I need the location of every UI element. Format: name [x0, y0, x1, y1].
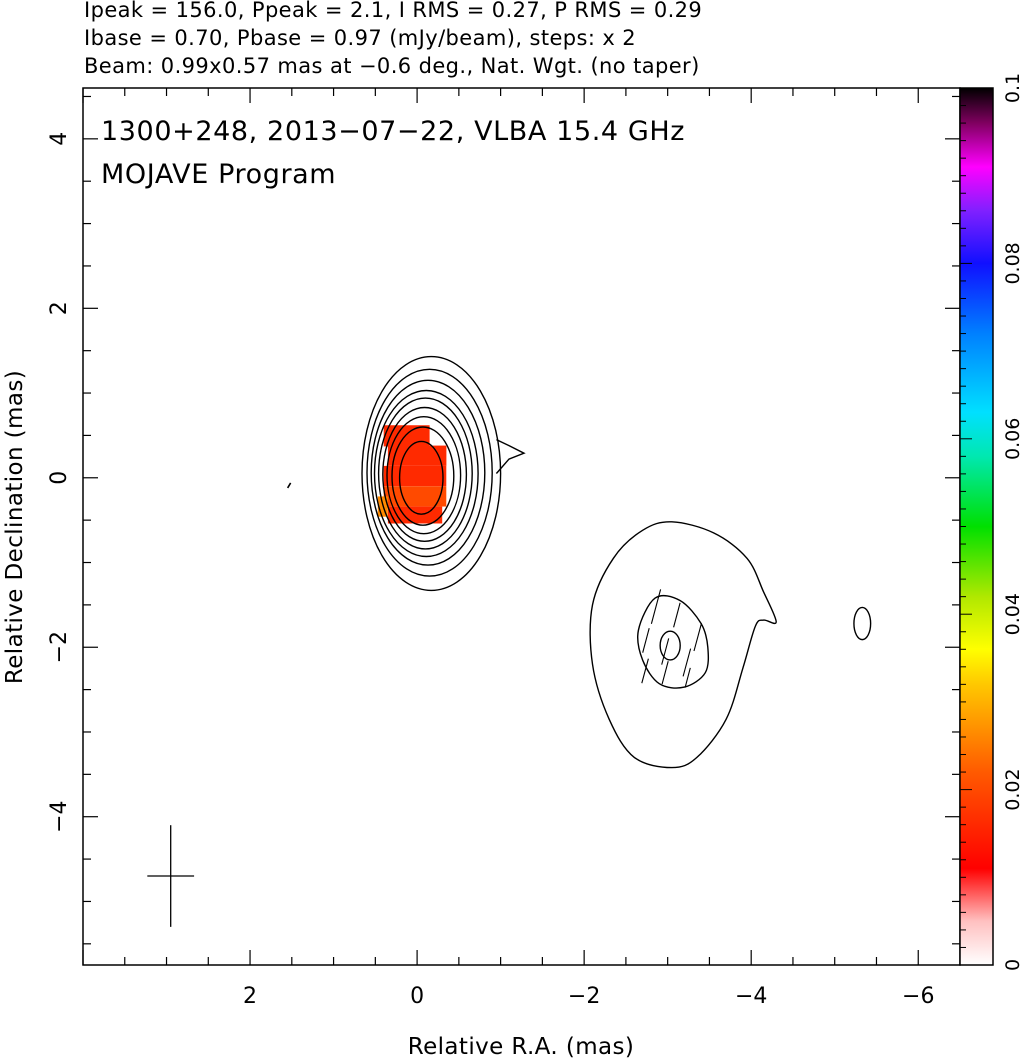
polarized-pixel-block [383, 465, 447, 487]
polarization-vector [661, 638, 670, 665]
polarized-pixel-block [383, 486, 447, 507]
x-axis-label: Relative R.A. (mas) [408, 1034, 635, 1060]
plot-marks [147, 355, 872, 927]
header-line-2: Ibase = 0.70, Pbase = 0.97 (mJy/beam), s… [84, 26, 636, 50]
jet-inner-contour [636, 594, 710, 689]
core-contour [373, 389, 479, 558]
polarization-vector [641, 658, 649, 684]
header-line-1: Ipeak = 156.0, Ppeak = 2.1, I RMS = 0.27… [84, 0, 702, 22]
plot-frame [82, 87, 961, 966]
program-title: MOJAVE Program [101, 159, 336, 190]
outer-knot-contour [853, 606, 872, 641]
core-contour [398, 440, 444, 515]
x-tick-label: −4 [735, 984, 767, 1009]
polarization-vector [642, 628, 650, 653]
jet-peak-contour [659, 630, 681, 661]
colorbar-tick-label: 0.04 [1002, 593, 1022, 635]
header-line-3: Beam: 0.99x0.57 mas at −0.6 deg., Nat. W… [84, 54, 700, 78]
polarization-vector [682, 648, 692, 677]
colorbar-tick-label: 0.06 [1002, 418, 1022, 460]
polarization-vector [693, 623, 703, 652]
noise-contour-mark [286, 482, 292, 489]
core-contour [386, 416, 462, 535]
polarization-vector [673, 602, 681, 628]
colorbar-tick-label: 0.1 [1002, 73, 1022, 103]
core-contour [391, 426, 455, 526]
polarization-vector [661, 661, 669, 685]
core-contour [370, 379, 486, 566]
y-tick-label: 2 [47, 301, 72, 315]
core-contour [361, 355, 502, 592]
colorbar-ticks: 0 0.02 0.04 0.06 0.08 0.1 [960, 73, 1022, 971]
y-tick-label: −2 [47, 631, 72, 663]
x-tick-label: −2 [568, 984, 600, 1009]
y-tick-label: 4 [47, 132, 72, 146]
core-contour [377, 397, 473, 550]
x-tick-label: −6 [902, 984, 934, 1009]
x-tick-label: 2 [243, 984, 257, 1009]
axis-ticks: 2 0 −2 −4 −6 4 2 0 −2 −4 [47, 88, 960, 1009]
colorbar-tick-label: 0.08 [1002, 242, 1022, 284]
core-contour [366, 368, 493, 577]
jet-outer-contour [589, 521, 777, 769]
y-tick-label: −4 [47, 800, 72, 832]
polarization-vector [684, 667, 691, 688]
y-axis-label: Relative Declination (mas) [2, 370, 28, 684]
colorbar-tick-label: 0 [1002, 959, 1022, 971]
colorbar-tick-label: 0.02 [1002, 768, 1022, 810]
polarization-vector [650, 589, 662, 624]
core-jet-spur-contour [495, 438, 526, 474]
source-title: 1300+248, 2013−07−22, VLBA 15.4 GHz [101, 116, 685, 147]
y-tick-label: 0 [47, 471, 72, 485]
x-tick-label: 0 [410, 984, 424, 1009]
core-contour [382, 406, 468, 543]
